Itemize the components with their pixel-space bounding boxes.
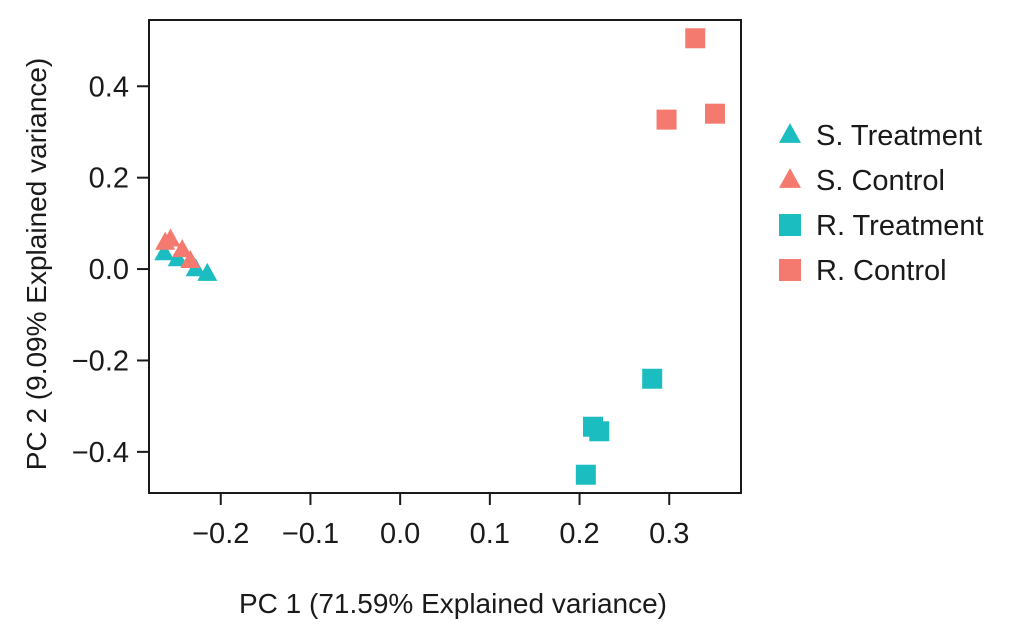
x-tick-label: 0.3 bbox=[649, 518, 689, 550]
x-axis: −0.2 −0.1 0.0 0.1 0.2 0.3 bbox=[192, 493, 689, 550]
point-r-control bbox=[704, 103, 725, 124]
point-r-treatment bbox=[589, 421, 610, 442]
x-tick-label: 0.2 bbox=[559, 518, 599, 550]
legend-label: R. Treatment bbox=[816, 210, 984, 242]
data-points bbox=[154, 28, 725, 485]
y-axis: −0.4 −0.2 0.0 0.2 0.4 bbox=[72, 71, 149, 469]
plot-frame bbox=[148, 19, 742, 494]
legend-marker bbox=[779, 259, 801, 281]
legend-marker bbox=[779, 123, 801, 143]
y-tick-label: 0.4 bbox=[89, 71, 129, 103]
point-r-treatment bbox=[575, 464, 596, 485]
x-tick-label: −0.1 bbox=[282, 518, 339, 550]
legend-label: S. Control bbox=[816, 165, 945, 197]
x-tick-label: 0.1 bbox=[470, 518, 510, 550]
x-tick-label: −0.2 bbox=[192, 518, 249, 550]
legend-label: R. Control bbox=[816, 255, 947, 287]
y-tick-label: −0.2 bbox=[72, 345, 129, 377]
legend-label: S. Treatment bbox=[816, 120, 982, 152]
y-tick-label: −0.4 bbox=[72, 437, 129, 469]
legend: S. Treatment S. Control R. Treatment R. Con… bbox=[779, 120, 984, 287]
point-r-control bbox=[656, 109, 677, 130]
point-s-treatment bbox=[197, 262, 218, 281]
point-s-control bbox=[160, 228, 181, 247]
y-tick-label: 0.0 bbox=[89, 254, 129, 286]
x-axis-label: PC 1 (71.59% Explained variance) bbox=[239, 588, 667, 619]
x-tick-label: 0.0 bbox=[380, 518, 420, 550]
legend-marker bbox=[779, 168, 801, 188]
point-s-control bbox=[180, 250, 201, 269]
point-r-control bbox=[685, 28, 706, 49]
point-s-control bbox=[172, 239, 193, 258]
point-r-treatment bbox=[642, 368, 663, 389]
y-axis-label: PC 2 (9.09% Explained variance) bbox=[21, 58, 52, 470]
y-tick-label: 0.2 bbox=[89, 163, 129, 195]
point-s-treatment bbox=[154, 242, 175, 261]
point-s-treatment bbox=[167, 248, 188, 267]
legend-marker bbox=[779, 214, 801, 236]
